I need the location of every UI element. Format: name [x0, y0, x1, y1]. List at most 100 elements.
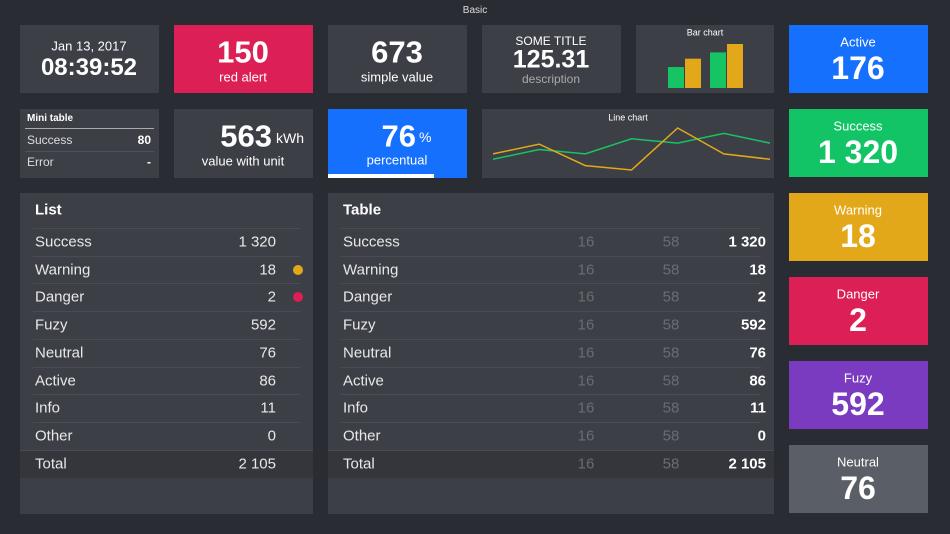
cell: 16 — [577, 261, 595, 279]
status-tile: Active 176 — [789, 25, 928, 93]
row — [341, 311, 761, 340]
status-value: 2 — [849, 302, 867, 338]
cell-name: Active — [343, 372, 384, 389]
value: 76 — [381, 118, 416, 154]
cell: 58 — [662, 427, 680, 445]
unit: kWh — [276, 130, 304, 146]
line — [492, 127, 771, 171]
datetime-tile: Jan 13, 2017 08:39:52 — [20, 25, 159, 93]
label: value with unit — [201, 153, 285, 169]
unit-value-tile: 563 kWh value with unit — [174, 109, 313, 178]
divider — [25, 151, 154, 152]
table-panel: Table Success 16 58 1 320 Warning 16 58 18 Danger… — [328, 193, 774, 514]
line-chart-tile: Line chart — [482, 109, 774, 178]
row-value: 2 105 — [238, 455, 276, 473]
cell-value: 11 — [750, 399, 766, 417]
cell-value: 1 320 — [728, 233, 766, 251]
cell: 16 — [577, 372, 595, 389]
cell-value: 592 — [740, 316, 766, 334]
row-name: Neutral — [35, 344, 84, 362]
cell: 58 — [662, 288, 680, 306]
divider — [25, 128, 154, 129]
row-value: 592 — [250, 316, 276, 334]
status-label: Danger — [836, 286, 880, 302]
chart — [668, 44, 743, 88]
cell: 58 — [662, 399, 680, 417]
row — [341, 338, 761, 368]
row-name: Fuzy — [35, 316, 68, 334]
bar-chart-tile: Bar chart — [636, 25, 774, 93]
cell: 58 — [662, 455, 680, 473]
row — [33, 421, 300, 451]
value: 125.31 — [512, 45, 590, 74]
cell-name: Danger — [343, 288, 393, 306]
row-label: Success — [27, 133, 73, 147]
row-label: Error — [27, 155, 54, 169]
row — [341, 283, 761, 312]
bar — [685, 58, 701, 88]
mini-table-title: Mini table — [27, 113, 74, 124]
row — [33, 338, 300, 368]
row-name: Warning — [35, 261, 91, 279]
value: 563 — [220, 118, 272, 154]
label: simple value — [360, 69, 434, 85]
cell-value: 2 105 — [728, 455, 766, 473]
row-value: - — [147, 155, 151, 169]
status-label: Warning — [834, 202, 882, 218]
row-name: Danger — [35, 288, 85, 306]
status-value: 1 320 — [817, 134, 899, 170]
cell: 16 — [577, 455, 595, 473]
cell-value: 18 — [749, 261, 766, 279]
status-value: 18 — [840, 218, 876, 254]
status-value: 76 — [840, 470, 876, 506]
unit: % — [419, 129, 432, 145]
cell: 16 — [577, 316, 595, 334]
status-label: Success — [833, 118, 883, 134]
label: red alert — [219, 69, 267, 85]
cell-value: 76 — [749, 344, 766, 362]
title: SOME TITLE — [515, 34, 587, 48]
panel-title: List — [35, 201, 62, 219]
cell-name: Info — [343, 399, 369, 417]
cell-value: 0 — [757, 427, 766, 445]
total-row — [328, 449, 774, 479]
row-name: Total — [35, 455, 67, 473]
row-value: 2 — [267, 288, 276, 306]
cell: 16 — [577, 427, 595, 445]
status-tile: Success 1 320 — [789, 109, 928, 177]
list-panel: List Success 1 320 Warning 18 Danger 2 Fuzy 592 N… — [20, 193, 313, 514]
row-value: 1 320 — [238, 233, 276, 251]
cell: 16 — [577, 344, 595, 362]
cell: 58 — [662, 316, 680, 334]
bar — [668, 67, 684, 88]
status-tile: Danger 2 — [789, 277, 928, 345]
chart-title: Line chart — [608, 112, 648, 123]
row-value: 76 — [259, 344, 276, 362]
status-tile: Fuzy 592 — [789, 361, 928, 429]
chart — [492, 127, 771, 171]
progress-bar — [328, 174, 434, 178]
bar — [710, 52, 726, 88]
row-value: 0 — [267, 427, 276, 445]
description: description — [521, 72, 581, 86]
row-name: Success — [35, 233, 92, 251]
row — [341, 394, 761, 423]
row-value: 18 — [259, 261, 276, 279]
cell: 58 — [662, 344, 680, 362]
red-alert-tile: 150 red alert — [174, 25, 313, 93]
row — [33, 311, 300, 340]
status-value: 176 — [831, 50, 885, 86]
mini-table-tile: Mini table Success 80 Error - — [20, 109, 159, 178]
row-name: Info — [35, 399, 61, 417]
chart-title: Bar chart — [686, 27, 724, 38]
cell-name: Neutral — [343, 344, 392, 362]
cell: 58 — [662, 372, 680, 389]
percentual-tile: 76% percentual — [328, 109, 467, 178]
cell-name: Warning — [343, 261, 399, 279]
status-dot — [293, 264, 303, 275]
row — [33, 283, 300, 312]
row — [33, 366, 300, 396]
status-tile: Warning 18 — [789, 193, 928, 261]
panel-title: Table — [343, 201, 382, 219]
